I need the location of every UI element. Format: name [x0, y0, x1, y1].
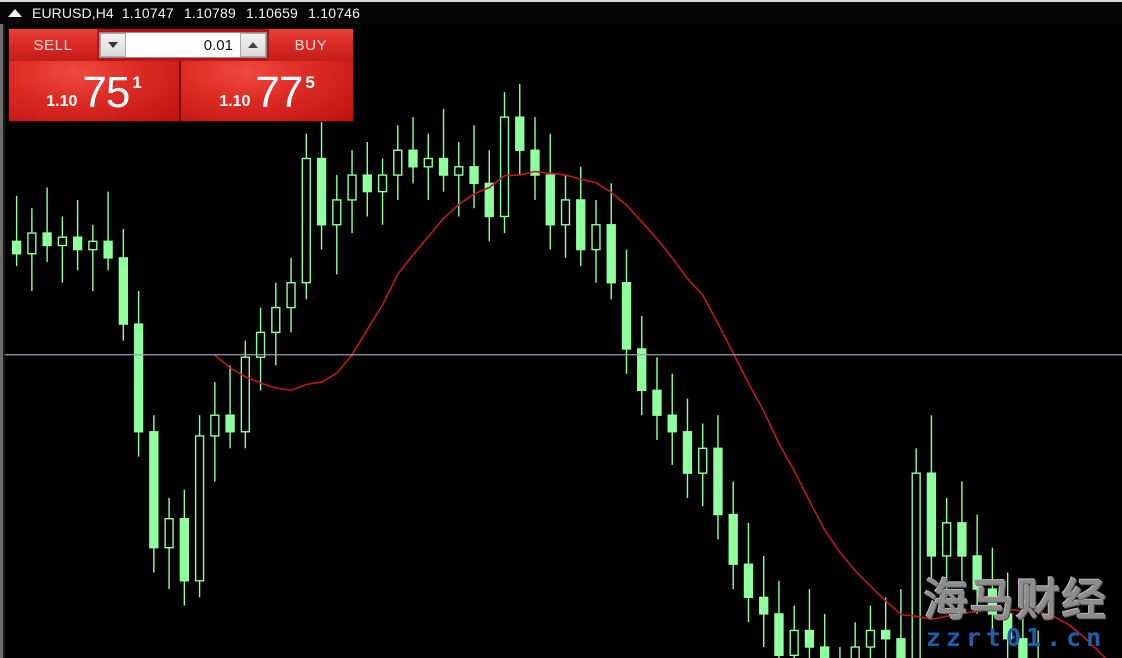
triangle-up-icon[interactable] [6, 6, 24, 20]
ohlc-readout: 1.10747 1.10789 1.10659 1.10746 [122, 5, 366, 21]
sell-button[interactable]: SELL [9, 29, 97, 61]
sell-price-prefix: 1.10 [46, 93, 78, 110]
chevron-up-icon[interactable] [240, 33, 266, 57]
symbol-label: EURUSD,H4 [32, 5, 114, 21]
watermark-url-text: zzrt01.cn [925, 623, 1107, 652]
ohlc-close: 1.10746 [308, 5, 361, 21]
ohlc-open: 1.10747 [121, 5, 174, 21]
ohlc-low: 1.10659 [246, 5, 299, 21]
window-top-border [0, 0, 1122, 2]
chart-left-border [0, 2, 3, 658]
chart-left-border-inner [3, 2, 5, 658]
buy-price-prefix: 1.10 [219, 93, 251, 110]
buy-button[interactable]: BUY [269, 29, 353, 61]
chevron-down-icon[interactable] [100, 33, 126, 57]
volume-input[interactable]: 0.01 [126, 33, 240, 57]
watermark: 海马财经 zzrt01.cn [924, 575, 1108, 652]
sell-price-fraction: 1 [132, 73, 142, 92]
sell-price-quote[interactable]: 1.10 75 1 [9, 61, 181, 121]
sell-price-big: 75 [82, 68, 130, 117]
trade-controls-row: SELL 0.01 BUY [9, 29, 353, 61]
buy-price-quote[interactable]: 1.10 77 5 [181, 61, 353, 121]
one-click-trading-panel: SELL 0.01 BUY 1.10 75 1 1.10 77 5 [8, 28, 354, 122]
ohlc-high: 1.10789 [183, 5, 236, 21]
chart-header-bar: EURUSD,H4 1.10747 1.10789 1.10659 1.1074… [0, 2, 1122, 24]
volume-stepper[interactable]: 0.01 [99, 32, 267, 58]
watermark-cn-text: 海马财经 [924, 575, 1108, 626]
buy-price-big: 77 [255, 68, 303, 117]
price-quotes-row: 1.10 75 1 1.10 77 5 [9, 61, 353, 121]
candlestick-canvas[interactable] [5, 24, 1122, 658]
price-chart[interactable] [5, 24, 1122, 658]
buy-price-fraction: 5 [305, 73, 315, 92]
